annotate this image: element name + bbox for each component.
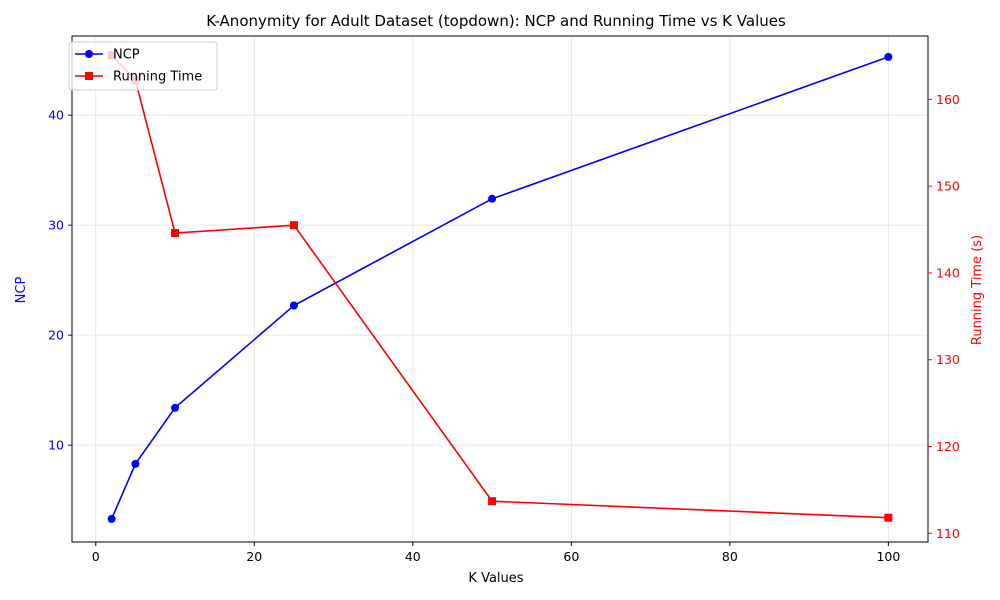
right-y-tick-label: 140: [936, 265, 960, 280]
left-y-tick-label: 20: [48, 328, 64, 343]
left-y-tick-label: 30: [48, 218, 64, 233]
data-point: [171, 229, 180, 238]
left-y-axis-label: NCP: [14, 277, 29, 304]
legend-label: Running Time: [113, 70, 202, 85]
data-point: [488, 497, 497, 506]
data-point: [884, 52, 893, 61]
data-point: [289, 221, 298, 230]
x-tick-label: 40: [405, 549, 421, 564]
series-line: [110, 56, 889, 520]
data-point: [131, 459, 140, 468]
legend: NCP Running Time: [68, 41, 218, 91]
x-tick-label: 20: [246, 549, 262, 564]
x-tick-label: 100: [876, 549, 900, 564]
data-point: [884, 513, 893, 522]
plot-border: [71, 35, 929, 543]
left-y-tick-label: 10: [48, 438, 64, 453]
right-y-tick-label: 110: [936, 526, 960, 541]
right-y-tick-label: 160: [936, 92, 960, 107]
legend-swatch-marker: [85, 50, 93, 58]
legend-item: Running Time: [75, 70, 202, 85]
chart-title: K-Anonymity for Adult Dataset (topdown):…: [206, 12, 786, 30]
data-point: [107, 514, 116, 523]
legend-box: [68, 41, 218, 91]
legend-swatch-marker: [85, 72, 93, 80]
right-y-tick-label: 130: [936, 352, 960, 367]
x-tick-label: 80: [722, 549, 738, 564]
x-axis-ticks: 0 20 40 60 80 100: [92, 542, 900, 564]
right-y-tick-label: 150: [936, 179, 960, 194]
left-y-axis-ticks: 10 20 30 40: [48, 108, 72, 453]
legend-item: NCP: [75, 48, 140, 63]
data-point: [171, 403, 180, 412]
x-tick-label: 60: [563, 549, 579, 564]
left-y-tick-label: 40: [48, 108, 64, 123]
data-point: [289, 301, 298, 310]
series-ncp: [107, 52, 893, 523]
right-y-axis-ticks: 110 120 130 140 150 160: [928, 92, 960, 541]
right-y-tick-label: 120: [936, 439, 960, 454]
right-y-axis-label: Running Time (s): [970, 235, 985, 345]
legend-label: NCP: [113, 48, 140, 63]
plot-frame: [71, 35, 929, 543]
x-tick-label: 0: [92, 549, 100, 564]
data-point: [488, 194, 497, 203]
x-axis-label: K Values: [468, 571, 523, 586]
grid: [72, 36, 928, 542]
